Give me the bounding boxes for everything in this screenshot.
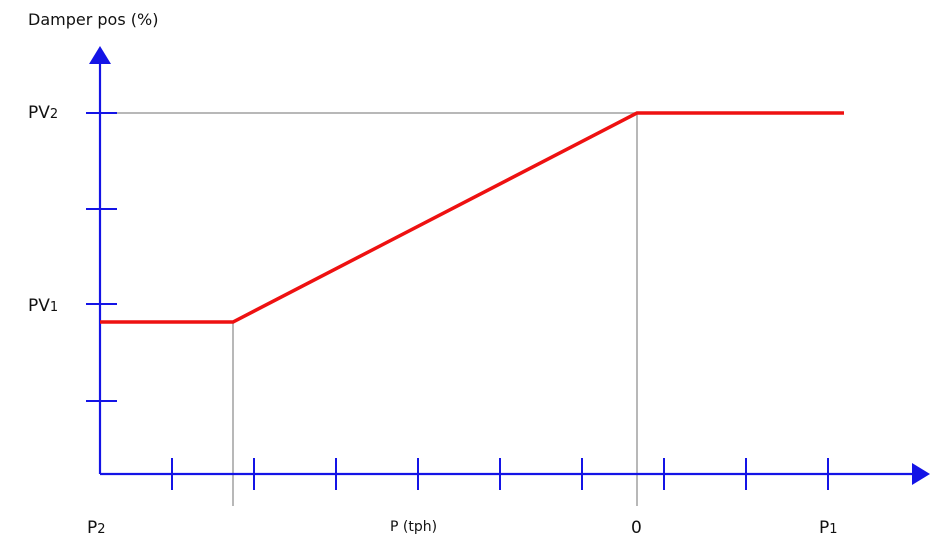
- p1-label-subscript: 1: [829, 522, 838, 537]
- pv1-label-main: PV: [28, 296, 50, 316]
- x-axis-title: P (tph): [390, 519, 438, 535]
- pv1-label-subscript: 1: [49, 300, 59, 315]
- p1-label-main: P: [819, 518, 830, 538]
- pv2-label-main: PV: [28, 103, 50, 123]
- x-axis-arrow: [912, 463, 930, 485]
- y-axis-arrow: [89, 46, 111, 64]
- zero-label: 0: [631, 518, 642, 538]
- x-axis-ticks: [171, 458, 829, 490]
- y-axis-title: Damper pos (%): [28, 10, 159, 29]
- damper-curve: [100, 111, 844, 324]
- p2-label-subscript: 2: [97, 522, 106, 537]
- y-axis-ticks: [86, 112, 117, 402]
- p1-label: P1: [819, 518, 838, 538]
- pv1-label: PV1: [28, 296, 58, 316]
- axes: [86, 46, 930, 490]
- p2-label-main: P: [87, 518, 98, 538]
- pv2-label: PV2: [28, 103, 58, 123]
- guide-lines: [100, 112, 638, 506]
- pv2-label-subscript: 2: [49, 107, 59, 122]
- p2-label: P2: [87, 518, 106, 538]
